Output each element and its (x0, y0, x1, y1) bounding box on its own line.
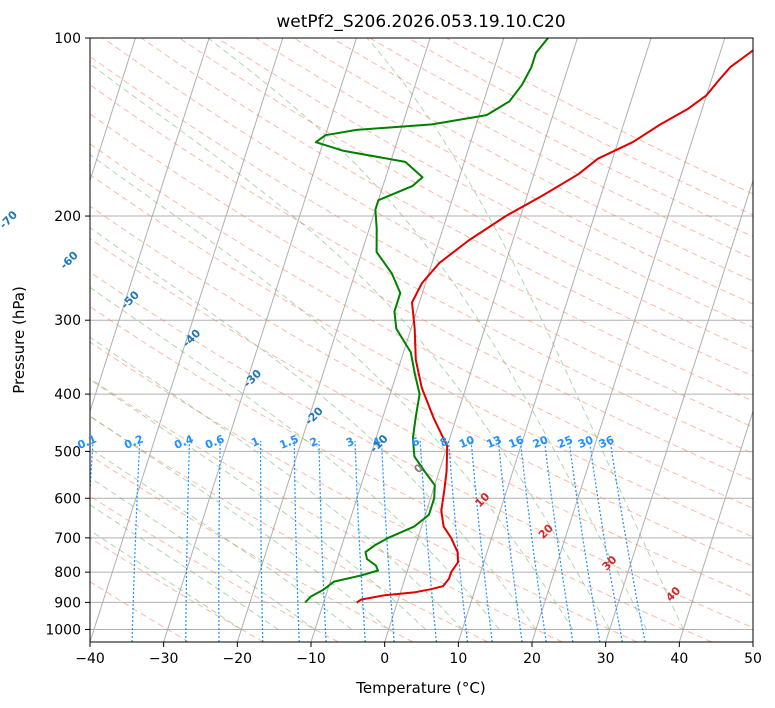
x-tick-label: −10 (296, 651, 326, 667)
dry-adiabat-line (102, 38, 753, 402)
mixing-ratio-line (497, 440, 523, 642)
moist-adiabat-line (90, 286, 500, 630)
mixing-ratio-label: 30 (576, 433, 595, 451)
mixing-ratio-line (419, 440, 437, 642)
mixing-ratio-label: 16 (507, 433, 526, 451)
mixing-ratio-label: 1 (249, 435, 261, 450)
mixing-ratio-line (293, 440, 300, 642)
x-tick-label: 0 (380, 651, 389, 667)
dry-adiabat-line (90, 271, 753, 629)
mixing-ratio-line (568, 440, 601, 642)
mixing-ratio-line (318, 440, 327, 642)
mixing-ratio-line (470, 440, 493, 642)
x-axis-title: Temperature (°C) (355, 679, 485, 697)
mixing-ratio-line (131, 440, 141, 642)
dry-adiabat-line (90, 143, 753, 509)
dry-adiabat-line (217, 38, 753, 329)
moist-adiabat-line (90, 378, 426, 630)
y-tick-label: 600 (54, 491, 81, 507)
y-tick-label: 700 (54, 531, 81, 547)
mixing-ratio-line (519, 440, 547, 642)
x-tick-label: 40 (670, 651, 688, 667)
y-tick-label: 800 (54, 565, 81, 581)
chart-title: wetPf2_S206.2026.053.19.10.C20 (276, 12, 565, 32)
moist-adiabat-line (207, 38, 647, 630)
mixing-ratio-line (185, 440, 191, 642)
mixing-ratio-line (354, 440, 366, 642)
moist-adiabat-line (366, 38, 684, 630)
mixing-ratio-line (260, 440, 264, 642)
isotherm-line (678, 409, 753, 642)
mixing-ratio-label: 8 (438, 435, 450, 450)
mixing-ratio-line (543, 440, 574, 642)
moist-adiabat-line (90, 476, 316, 630)
isotherm-line (236, 38, 431, 642)
plot-frame (89, 37, 754, 643)
isotherm-line (90, 38, 136, 183)
x-tick-label: 30 (597, 651, 615, 667)
mixing-ratio-label: 25 (556, 433, 575, 451)
isotherm-line (384, 38, 578, 642)
y-tick-label: 1000 (45, 622, 81, 638)
y-tick-label: 100 (54, 31, 81, 47)
dry-adiabat-line (90, 454, 414, 642)
dry-adiabat-line (90, 305, 712, 642)
series-layer (304, 38, 753, 604)
moist-adiabat-line (90, 504, 279, 630)
mixing-ratio-label: 2 (308, 435, 320, 450)
y-tick-label: 900 (54, 595, 81, 611)
dry-adiabat-line (90, 581, 190, 642)
ticks-layer: −40 −30 −20 −10 0 10 20 30 40 50 100 200 300 400 500 60… (45, 31, 762, 667)
mixing-ratio-line (218, 440, 221, 642)
y-axis-title: Pressure (hPa) (10, 286, 28, 394)
mixing-ratio-line (380, 440, 395, 642)
dry-adiabat-line (90, 377, 563, 642)
x-tick-label: 10 (449, 651, 467, 667)
mixing-ratio-line (588, 440, 623, 642)
mixing-ratio-label: 36 (597, 433, 616, 451)
y-tick-label: 300 (54, 313, 81, 329)
moist-adiabat-line (90, 227, 537, 630)
mixing-ratio-label: 13 (485, 433, 504, 451)
dry-adiabat-line (255, 38, 753, 305)
x-tick-label: −40 (75, 651, 105, 667)
isotherm-line (531, 38, 726, 642)
isotherm-line (457, 38, 652, 642)
y-tick-label: 200 (54, 209, 81, 225)
x-tick-label: 20 (523, 651, 541, 667)
isotherm-line (163, 38, 357, 642)
x-tick-label: −20 (223, 651, 253, 667)
isotherm-line (90, 38, 284, 642)
dry-adiabat-line (140, 38, 753, 377)
y-tick-label: 400 (54, 387, 81, 403)
mixing-ratio-label: 3 (344, 435, 356, 450)
moist-adiabat-line (90, 336, 463, 630)
grid-layer (90, 38, 753, 642)
dry-adiabat-line (90, 341, 638, 642)
x-tick-label: −30 (149, 651, 179, 667)
isotherm-line (90, 38, 210, 413)
mixing-ratio-label: 20 (531, 433, 550, 451)
dewpoint-profile-line (304, 38, 549, 604)
isotherm-line (605, 178, 753, 642)
x-tick-label: 50 (744, 651, 762, 667)
y-tick-label: 500 (54, 444, 81, 460)
temperature-profile-line (356, 49, 753, 604)
moist-adiabat-line (90, 154, 574, 630)
mixing-ratio-line (609, 440, 646, 642)
dry-adiabat-line (90, 113, 753, 482)
mixing-ratio-label: 10 (457, 433, 476, 451)
dry-adiabat-line (90, 415, 488, 642)
dry-adiabat-line (90, 537, 264, 642)
dry-adiabat-line (90, 238, 753, 598)
